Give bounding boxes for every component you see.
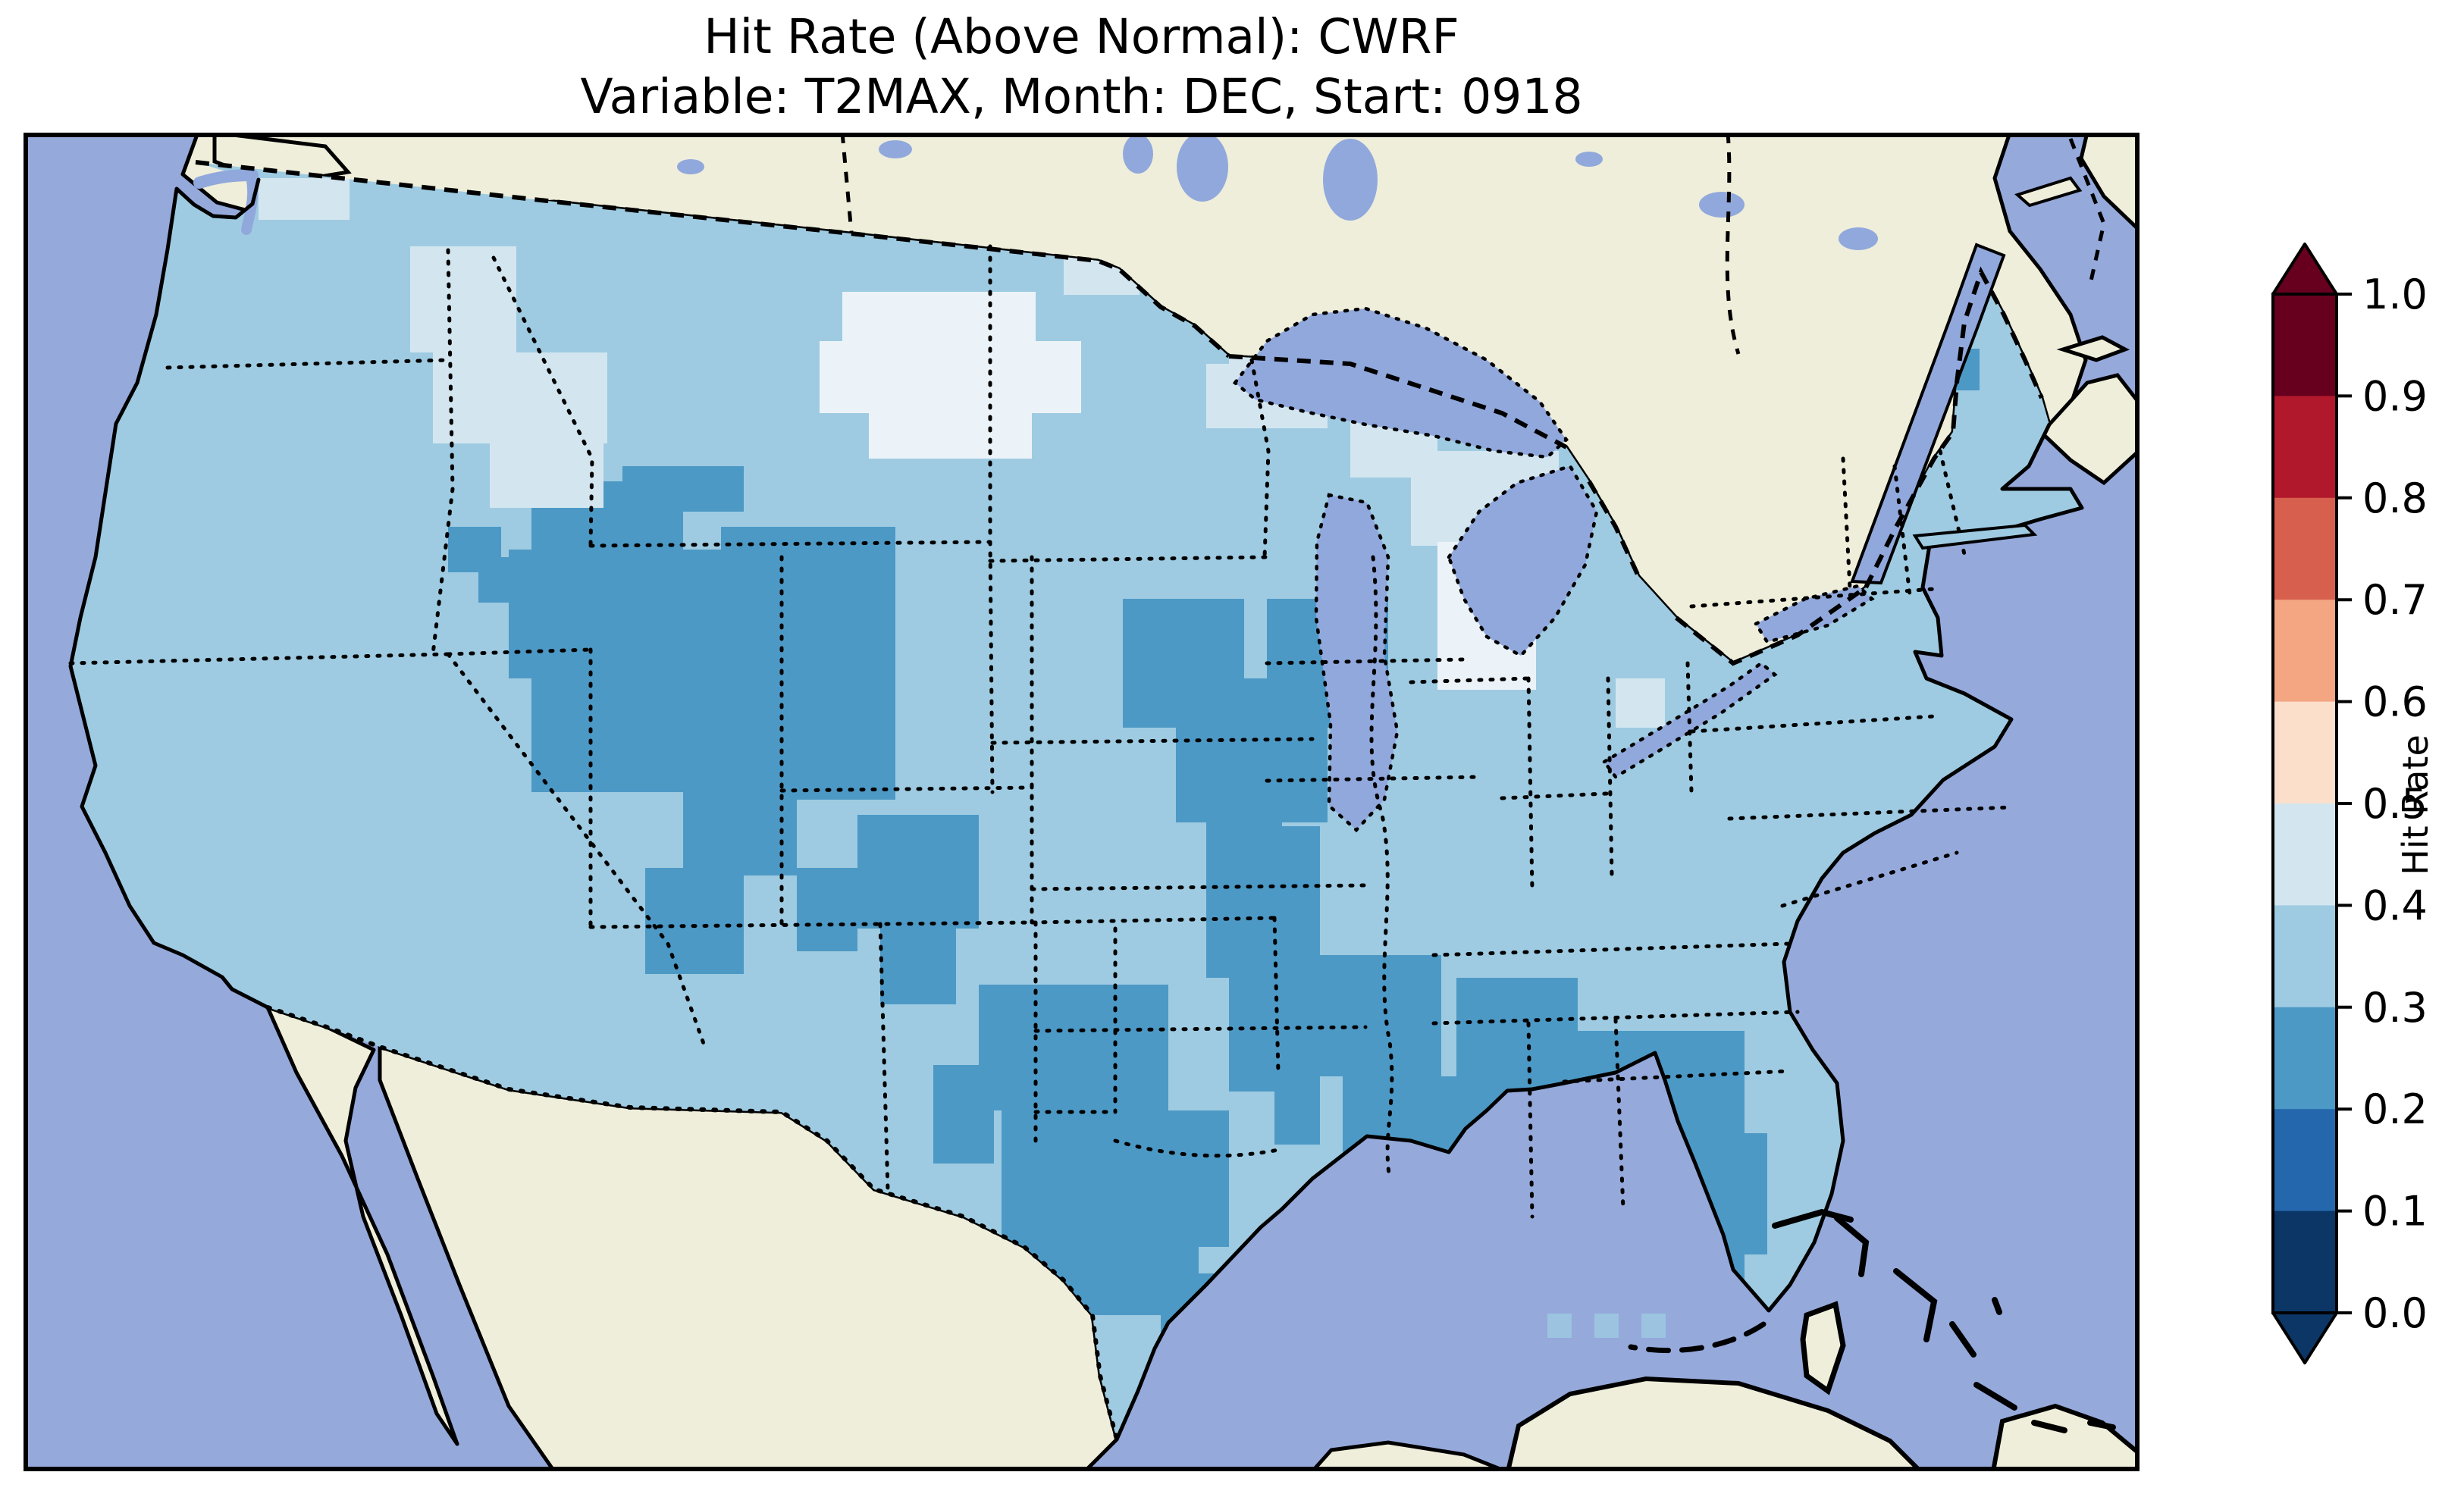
long-island (1912, 523, 2038, 550)
colorbar-segment (2273, 396, 2337, 499)
axes-frame (24, 133, 2140, 1471)
us-canada-border (195, 160, 2044, 666)
us-mexico-border (265, 1005, 1119, 1442)
us-coastline (68, 177, 2084, 1442)
colorbar-tick-label: 0.8 (2362, 475, 2428, 522)
yucatan (1309, 1440, 1506, 1471)
colorbar-segment (2273, 600, 2337, 703)
colorbar-segment (2273, 497, 2337, 600)
colorbar-tick-label: 1.0 (2362, 271, 2428, 318)
hit-rate-cell (797, 868, 857, 951)
hit-rate-cell (842, 292, 1036, 345)
hit-rate-cell (1176, 678, 1328, 822)
great-lakes (1232, 306, 1875, 833)
colorbar-tick-label: 0.4 (2362, 882, 2428, 929)
hit-rate-cell (1297, 955, 1441, 1076)
st-lawrence-river (1850, 243, 2006, 585)
hit-rate-cell (1616, 678, 1665, 728)
colorbar: 1.0 0.9 0.8 0.7 0.6 0.5 0.4 0.3 0.2 0.1 0.0 Hit Ra… (2271, 243, 2436, 1364)
colorbar-tick-label: 0.7 (2362, 576, 2428, 624)
colorbar-tick-label: 0.0 (2362, 1289, 2428, 1337)
hit-rate-cell (683, 694, 774, 785)
hit-rate-cell (259, 178, 350, 220)
state-borders (68, 244, 2014, 1219)
map-axes (24, 133, 2140, 1471)
florida-keys (1628, 1321, 1766, 1354)
colorbar-axis-label: Hit Rate (2395, 734, 2436, 875)
colorbar-tick-label: 0.3 (2362, 984, 2428, 1032)
colorbar-segment (2273, 1211, 2337, 1314)
colorbar-over-arrow (2271, 243, 2338, 296)
hit-rate-cell (645, 868, 744, 974)
hit-rate-cell (622, 466, 744, 512)
figure-title: Hit Rate (Above Normal): CWRF Variable: … (24, 8, 2140, 127)
hit-rate-cell (509, 550, 721, 678)
hit-rate-cell (869, 409, 1032, 459)
prince-edward-island (2056, 335, 2130, 362)
hit-rate-cell (820, 341, 1081, 413)
colorbar-segment (2273, 294, 2337, 397)
small-lakes (677, 133, 1878, 250)
lake-huron (1447, 464, 1599, 658)
andros-island (1800, 1301, 1846, 1395)
title-line-2: Variable: T2MAX, Month: DEC, Start: 0918 (580, 68, 1583, 124)
offshore-cell (1547, 1314, 1572, 1338)
lake-superior (1232, 306, 1569, 459)
baja-california (265, 1005, 459, 1446)
colorbar-tick-label: 0.5 (2362, 780, 2428, 828)
colorbar-segment (2273, 1007, 2337, 1110)
offshore-cell (1641, 1314, 1666, 1338)
hit-rate-cell (857, 815, 979, 929)
colorbar-segment (2273, 803, 2337, 907)
colorbar-tick-label: 0.6 (2362, 678, 2428, 726)
colorbar-segment (2273, 701, 2337, 804)
newfoundland (2079, 133, 2140, 233)
hit-rate-cell (1206, 826, 1320, 978)
hit-rate-cell (933, 1065, 994, 1164)
hit-rate-cell (880, 929, 956, 1004)
hit-rate-cell (410, 246, 516, 352)
colorbar-segment (2273, 1109, 2337, 1212)
colorbar-tick-label: 0.2 (2362, 1085, 2428, 1133)
colorbar-tick-label: 0.9 (2362, 372, 2428, 420)
title-line-1: Hit Rate (Above Normal): CWRF (704, 9, 1459, 64)
colorbar-segment (2273, 905, 2337, 1008)
offshore-cell (1594, 1314, 1619, 1338)
hit-rate-cell (979, 985, 1168, 1110)
cuba (1505, 1376, 1924, 1471)
hit-rate-cell (683, 792, 797, 875)
province-borders (840, 133, 2106, 355)
hit-rate-cell (433, 352, 607, 443)
bahamas-islands (1772, 1208, 2116, 1433)
hit-rate-cell (490, 443, 603, 508)
hit-rate-cell (850, 603, 895, 678)
hit-rate-cell (1274, 1076, 1320, 1145)
colorbar-under-arrow (2271, 1311, 2338, 1364)
anticosti-island (2014, 176, 2083, 208)
colorbar-tick-label: 0.1 (2362, 1188, 2428, 1236)
offshore-cells (1547, 1314, 1666, 1338)
